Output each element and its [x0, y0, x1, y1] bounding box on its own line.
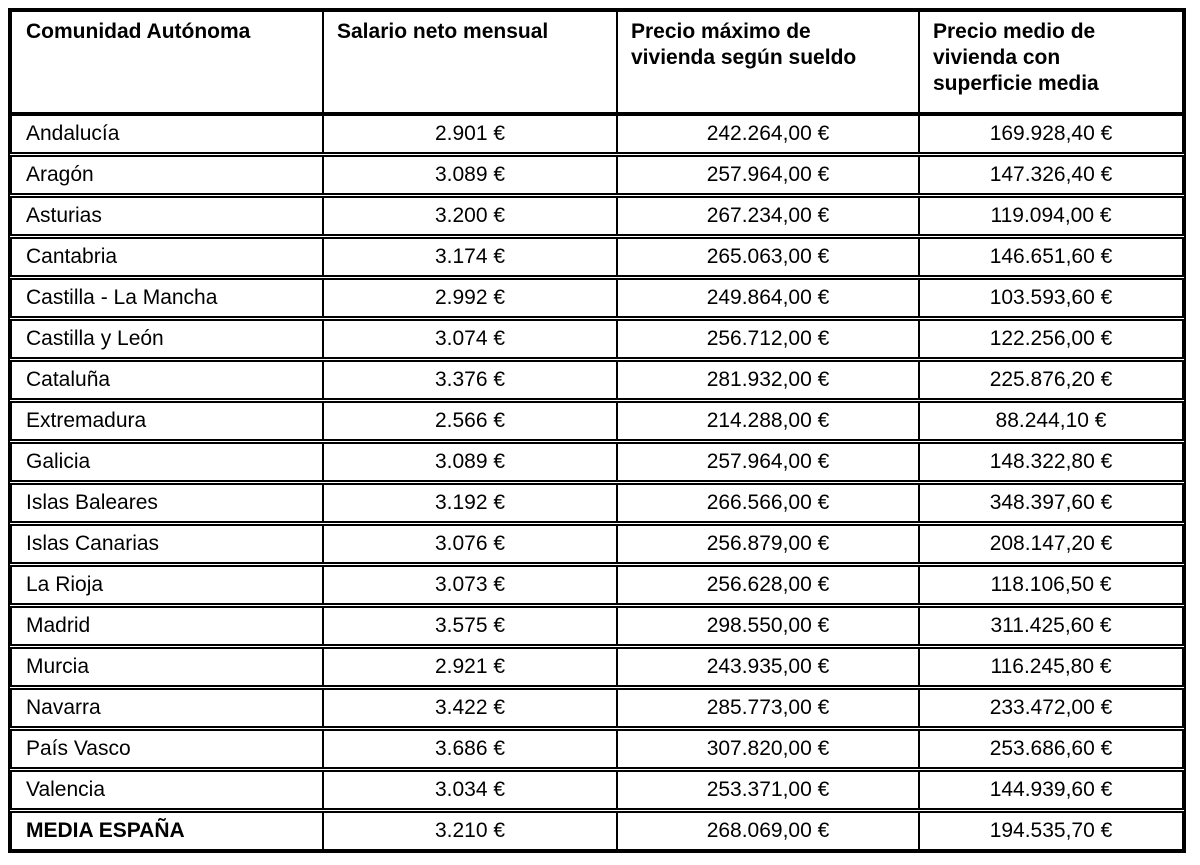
cell-precio-medio: 348.397,60 € [918, 485, 1182, 521]
table-row: Asturias 3.200 €267.234,00 €119.094,00 € [10, 196, 1184, 236]
table-header-row: Comunidad Autónoma Salario neto mensual … [10, 10, 1184, 114]
cell-precio-maximo: 266.566,00 € [616, 485, 918, 521]
cell-precio-maximo: 253.371,00 € [616, 772, 918, 808]
cell-precio-medio: 311.425,60 € [918, 608, 1182, 644]
cell-precio-medio: 148.322,80 € [918, 444, 1182, 480]
cell-salario-neto: 3.422 € [322, 690, 616, 726]
table-row: Cantabria 3.174 €265.063,00 €146.651,60 € [10, 237, 1184, 277]
table-row: Murcia 2.921 €243.935,00 €116.245,80 € [10, 647, 1184, 687]
table-row: Castilla y León 3.074 €256.712,00 €122.25… [10, 319, 1184, 359]
cell-comunidad: Andalucía [26, 122, 120, 145]
table-row: Aragón 3.089 €257.964,00 €147.326,40 € [10, 155, 1184, 195]
table-row: Navarra 3.422 €285.773,00 €233.472,00 € [10, 688, 1184, 728]
cell-precio-medio: 119.094,00 € [918, 198, 1182, 234]
cell-comunidad: Murcia [26, 655, 90, 678]
cell-comunidad: Extremadura [26, 409, 147, 432]
cell-comunidad: Galicia [26, 450, 91, 473]
cell-precio-maximo: 268.069,00 € [616, 813, 918, 849]
cell-precio-maximo: 257.964,00 € [616, 444, 918, 480]
cell-salario-neto: 3.089 € [322, 157, 616, 193]
header-precio-medio-vivienda: Precio medio de vivienda con superficie … [918, 12, 1182, 112]
cell-precio-maximo: 256.879,00 € [616, 526, 918, 562]
table-row: Extremadura 2.566 €214.288,00 €88.244,10 … [10, 401, 1184, 441]
cell-precio-medio: 147.326,40 € [918, 157, 1182, 193]
header-comunidad-autonoma: Comunidad Autónoma [26, 20, 251, 43]
cell-precio-maximo: 265.063,00 € [616, 239, 918, 275]
cell-precio-maximo: 249.864,00 € [616, 280, 918, 316]
cell-precio-maximo: 257.964,00 € [616, 157, 918, 193]
cell-salario-neto: 2.566 € [322, 403, 616, 439]
table-row: La Rioja 3.073 €256.628,00 €118.106,50 € [10, 565, 1184, 605]
cell-precio-medio: 116.245,80 € [918, 649, 1182, 685]
cell-salario-neto: 3.376 € [322, 362, 616, 398]
cell-salario-neto: 2.901 € [322, 116, 616, 152]
cell-comunidad: Cataluña [26, 368, 111, 391]
table-body: Andalucía 2.901 €242.264,00 €169.928,40 €… [10, 114, 1184, 851]
table-row: Castilla - La Mancha 2.992 €249.864,00 €1… [10, 278, 1184, 318]
cell-precio-maximo: 285.773,00 € [616, 690, 918, 726]
cell-precio-maximo: 267.234,00 € [616, 198, 918, 234]
table-row: Cataluña 3.376 €281.932,00 €225.876,20 € [10, 360, 1184, 400]
cell-comunidad: MEDIA ESPAÑA [26, 819, 185, 842]
cell-precio-medio: 169.928,40 € [918, 116, 1182, 152]
cell-comunidad: Navarra [26, 696, 101, 719]
cell-comunidad: Valencia [26, 778, 105, 801]
cell-salario-neto: 2.921 € [322, 649, 616, 685]
table-row: Valencia 3.034 €253.371,00 €144.939,60 € [10, 770, 1184, 810]
cell-salario-neto: 3.174 € [322, 239, 616, 275]
cell-precio-medio: 253.686,60 € [918, 731, 1182, 767]
cell-precio-maximo: 307.820,00 € [616, 731, 918, 767]
table-total-row: MEDIA ESPAÑA 3.210 €268.069,00 €194.535,7… [10, 811, 1184, 851]
cell-salario-neto: 3.089 € [322, 444, 616, 480]
cell-precio-medio: 122.256,00 € [918, 321, 1182, 357]
cell-comunidad: Islas Canarias [26, 532, 160, 555]
cell-salario-neto: 3.192 € [322, 485, 616, 521]
table-row: Islas Baleares 3.192 €266.566,00 €348.397… [10, 483, 1184, 523]
cell-precio-medio: 233.472,00 € [918, 690, 1182, 726]
cell-precio-maximo: 256.712,00 € [616, 321, 918, 357]
table-row: Galicia 3.089 €257.964,00 €148.322,80 € [10, 442, 1184, 482]
cell-precio-maximo: 243.935,00 € [616, 649, 918, 685]
cell-salario-neto: 2.992 € [322, 280, 616, 316]
cell-comunidad: Castilla y León [26, 327, 164, 350]
cell-precio-medio: 225.876,20 € [918, 362, 1182, 398]
cell-precio-medio: 103.593,60 € [918, 280, 1182, 316]
cell-precio-maximo: 256.628,00 € [616, 567, 918, 603]
cell-precio-medio: 118.106,50 € [918, 567, 1182, 603]
cell-comunidad: Islas Baleares [26, 491, 158, 514]
table-row: Andalucía 2.901 €242.264,00 €169.928,40 € [10, 114, 1184, 154]
cell-salario-neto: 3.073 € [322, 567, 616, 603]
cell-precio-medio: 88.244,10 € [918, 403, 1182, 439]
cell-comunidad: Castilla - La Mancha [26, 286, 218, 309]
cell-salario-neto: 3.210 € [322, 813, 616, 849]
cell-salario-neto: 3.575 € [322, 608, 616, 644]
cell-salario-neto: 3.034 € [322, 772, 616, 808]
cell-precio-medio: 194.535,70 € [918, 813, 1182, 849]
cell-precio-medio: 144.939,60 € [918, 772, 1182, 808]
salary-housing-table: Comunidad Autónoma Salario neto mensual … [8, 8, 1186, 853]
table-row: Islas Canarias 3.076 €256.879,00 €208.147… [10, 524, 1184, 564]
table-row: Madrid 3.575 €298.550,00 €311.425,60 € [10, 606, 1184, 646]
cell-comunidad: Madrid [26, 614, 91, 637]
cell-comunidad: Asturias [26, 204, 102, 227]
cell-precio-maximo: 298.550,00 € [616, 608, 918, 644]
cell-precio-maximo: 281.932,00 € [616, 362, 918, 398]
cell-precio-maximo: 214.288,00 € [616, 403, 918, 439]
cell-salario-neto: 3.686 € [322, 731, 616, 767]
cell-salario-neto: 3.200 € [322, 198, 616, 234]
cell-comunidad: Aragón [26, 163, 94, 186]
cell-salario-neto: 3.074 € [322, 321, 616, 357]
cell-salario-neto: 3.076 € [322, 526, 616, 562]
table-row: País Vasco 3.686 €307.820,00 €253.686,60 … [10, 729, 1184, 769]
header-precio-maximo-vivienda: Precio máximo de vivienda según sueldo [616, 12, 918, 112]
cell-comunidad: País Vasco [26, 737, 131, 760]
cell-precio-maximo: 242.264,00 € [616, 116, 918, 152]
cell-comunidad: La Rioja [26, 573, 104, 596]
cell-comunidad: Cantabria [26, 245, 118, 268]
cell-precio-medio: 146.651,60 € [918, 239, 1182, 275]
cell-precio-medio: 208.147,20 € [918, 526, 1182, 562]
header-salario-neto-mensual: Salario neto mensual [322, 12, 616, 112]
